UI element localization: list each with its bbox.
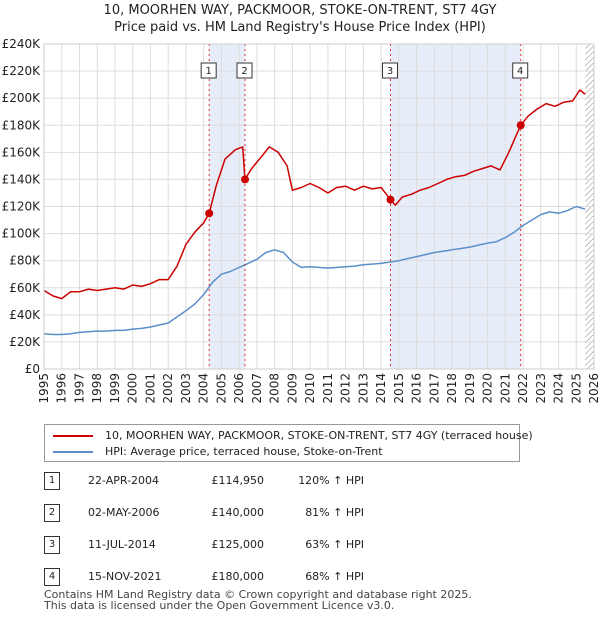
legend-item-hpi: HPI: Average price, terraced house, Stok… (53, 444, 383, 460)
chart-title-line2: Price paid vs. HM Land Registry's House … (114, 20, 486, 35)
x-tick-label: 2020 (481, 373, 495, 404)
x-tick-label: 1995 (37, 373, 51, 404)
y-tick-label: £40K (9, 308, 41, 322)
sale-number: 1 (44, 472, 60, 490)
sale-marker-number: 3 (387, 66, 393, 77)
price-chart: £0 £20K £40K £60K £80K £100K £120K £140K £160K £1… (2, 37, 600, 404)
sale-marker-number: 4 (517, 66, 523, 77)
x-tick-label: 1999 (108, 373, 122, 404)
y-tick-label: £160K (2, 145, 42, 159)
legend: 10, MOORHEN WAY, PACKMOOR, STOKE-ON-TREN… (44, 424, 533, 462)
sale-point (516, 121, 525, 130)
sale-marker-box (236, 62, 253, 79)
x-tick-label: 2013 (356, 373, 370, 404)
sale-date: 22-APR-2004 (88, 474, 160, 487)
footer-licence: This data is licensed under the Open Gov… (44, 599, 395, 612)
sale-price: £125,000 (211, 538, 265, 551)
sale-date: 15-NOV-2021 (88, 570, 162, 583)
sale-price: £180,000 (211, 570, 265, 583)
sale-marker-number: 2 (241, 66, 247, 77)
x-tick-label: 2025 (569, 373, 583, 404)
x-tick-label: 2005 (214, 373, 228, 404)
plot-frame (43, 43, 595, 370)
x-tick-label: 2019 (463, 373, 477, 404)
x-tick-label: 2007 (250, 373, 264, 404)
x-tick-label: 2026 (587, 373, 600, 404)
legend-swatch-property (53, 435, 93, 437)
sale-marker-number: 1 (205, 66, 211, 77)
y-tick-label: £120K (2, 200, 42, 214)
x-tick-label: 1998 (90, 373, 104, 404)
x-tick-label: 2009 (285, 373, 299, 404)
legend-label-hpi: HPI: Average price, terraced house, Stok… (105, 445, 383, 458)
sale-point (241, 175, 250, 184)
x-tick-label: 2001 (143, 373, 157, 404)
sale-hpi: 68% ↑ HPI (305, 570, 364, 583)
footer-copyright: Contains HM Land Registry data © Crown c… (44, 588, 472, 601)
footer: Contains HM Land Registry data © Crown c… (44, 589, 472, 611)
x-tick-label: 2021 (498, 373, 512, 404)
sale-number: 4 (44, 568, 60, 586)
y-tick-label: £140K (2, 172, 42, 186)
sale-point (205, 209, 214, 218)
sale-marker-box (382, 62, 398, 79)
x-tick-label: 2003 (179, 373, 193, 404)
sale-price: £140,000 (211, 506, 265, 519)
x-tick-label: 2022 (516, 373, 530, 404)
table-row: 3 11-JUL-2014 £125,000 63% ↑ HPI (44, 536, 444, 554)
x-tick-label: 2018 (445, 373, 459, 404)
sale-point (386, 195, 395, 204)
x-tick-label: 2004 (197, 373, 211, 404)
sale-hpi: 120% ↑ HPI (298, 474, 364, 487)
sale-marker-box (200, 62, 217, 79)
x-tick-label: 1996 (55, 373, 69, 404)
legend-swatch-hpi (53, 451, 93, 453)
y-tick-label: £180K (2, 118, 42, 132)
x-tick-label: 2000 (126, 373, 140, 404)
sale-price: £114,950 (211, 474, 265, 487)
x-tick-label: 2015 (392, 373, 406, 404)
x-tick-label: 2016 (410, 373, 424, 404)
sale-date: 11-JUL-2014 (88, 538, 156, 551)
x-tick-label: 2017 (427, 373, 441, 404)
table-row: 4 15-NOV-2021 £180,000 68% ↑ HPI (44, 568, 444, 586)
x-tick-label: 2010 (303, 373, 317, 404)
chart-title: 10, MOORHEN WAY, PACKMOOR, STOKE-ON-TREN… (0, 2, 600, 36)
x-tick-label: 2014 (374, 373, 388, 404)
sale-marker-box (512, 62, 529, 79)
x-tick-label: 2008 (268, 373, 282, 404)
x-tick-label: 2012 (339, 373, 353, 404)
y-tick-label: £20K (9, 335, 41, 349)
legend-label-property: 10, MOORHEN WAY, PACKMOOR, STOKE-ON-TREN… (105, 429, 533, 442)
y-tick-label: £220K (2, 64, 42, 78)
sale-number: 2 (44, 504, 60, 522)
sale-date: 02-MAY-2006 (88, 506, 160, 519)
x-tick-label: 2024 (552, 373, 566, 404)
legend-item-property: 10, MOORHEN WAY, PACKMOOR, STOKE-ON-TREN… (53, 428, 533, 444)
x-tick-label: 1997 (72, 373, 86, 404)
chart-title-line1: 10, MOORHEN WAY, PACKMOOR, STOKE-ON-TREN… (103, 3, 497, 18)
x-tick-label: 2006 (232, 373, 246, 404)
series-line (44, 205, 586, 336)
x-tick-label: 2002 (161, 373, 175, 404)
x-tick-label: 2011 (321, 373, 335, 404)
sale-hpi: 81% ↑ HPI (305, 506, 364, 519)
x-tick-label: 2023 (534, 373, 548, 404)
y-tick-label: £240K (2, 37, 42, 51)
y-tick-label: £80K (9, 254, 41, 268)
sale-hpi: 63% ↑ HPI (305, 538, 364, 551)
y-tick-label: £200K (2, 91, 42, 105)
series-line (44, 89, 586, 300)
table-row: 1 22-APR-2004 £114,950 120% ↑ HPI (44, 472, 444, 490)
y-tick-label: £60K (9, 281, 41, 295)
y-tick-label: £0 (25, 362, 40, 376)
table-row: 2 02-MAY-2006 £140,000 81% ↑ HPI (44, 504, 444, 522)
sale-number: 3 (44, 536, 60, 554)
y-tick-label: £100K (2, 227, 42, 241)
